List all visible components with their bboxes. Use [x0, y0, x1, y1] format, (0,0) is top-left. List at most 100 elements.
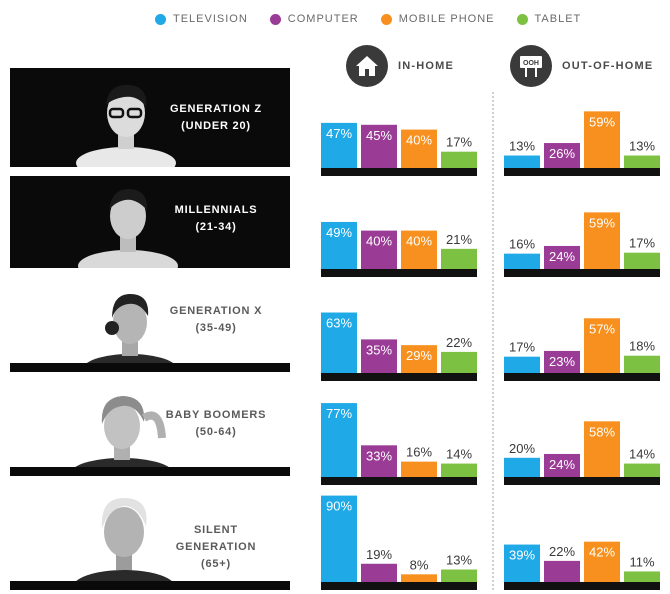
bar-value-label: 13% — [446, 553, 472, 568]
bar-value-label: 49% — [326, 225, 352, 240]
bar-value-label: 22% — [446, 335, 472, 350]
bar-value-label: 24% — [549, 249, 575, 264]
generation-range: (35-49) — [195, 322, 237, 334]
group-baseline — [504, 269, 660, 277]
legend-item-television: TELEVISION — [155, 13, 248, 25]
legend-label: TABLET — [534, 13, 582, 25]
legend-item-tablet: TABLET — [516, 13, 582, 25]
bar — [361, 124, 397, 168]
generation-range: (50-64) — [195, 426, 237, 438]
bar-value-label: 90% — [326, 499, 352, 514]
bar-value-label: 47% — [326, 126, 352, 141]
bar-value-label: 59% — [589, 215, 615, 230]
bar-value-label: 23% — [549, 354, 575, 369]
in-home-header: IN-HOME — [346, 42, 454, 90]
bar — [361, 563, 397, 582]
bar-value-label: 45% — [366, 128, 392, 143]
generation-label: SILENT GENERATION (65+) — [152, 522, 280, 573]
panel-baseline — [10, 363, 290, 372]
bar-value-label: 57% — [589, 321, 615, 336]
bar — [624, 571, 660, 582]
generation-range: (65+) — [201, 558, 231, 570]
in-home-label: IN-HOME — [398, 60, 455, 72]
group-baseline — [321, 269, 477, 277]
generation-panel-silent-generation: SILENT GENERATION (65+) — [10, 484, 290, 590]
bar — [441, 351, 477, 373]
legend-swatch-mobile-phone — [380, 13, 392, 25]
legend: TELEVISION COMPUTER MOBILE PHONE TABLET — [155, 9, 580, 29]
bar-value-label: 58% — [589, 424, 615, 439]
bar — [504, 155, 540, 168]
bar — [321, 403, 357, 477]
bar — [401, 129, 437, 168]
bar-value-label: 24% — [549, 457, 575, 472]
bar-value-label: 40% — [406, 133, 432, 148]
bar — [441, 248, 477, 269]
bar-value-label: 29% — [406, 348, 432, 363]
legend-label: COMPUTER — [287, 13, 359, 25]
out-of-home-label: OUT-OF-HOME — [562, 60, 654, 72]
bar — [584, 318, 620, 373]
bar-value-label: 17% — [446, 135, 472, 150]
bar — [624, 463, 660, 477]
group-baseline — [321, 477, 477, 485]
bar — [441, 151, 477, 168]
bar — [584, 421, 620, 477]
generation-name: BABY BOOMERS — [165, 409, 267, 421]
bar — [544, 245, 580, 269]
group-baseline — [321, 373, 477, 381]
legend-label: TELEVISION — [173, 13, 248, 25]
group-baseline — [321, 168, 477, 176]
portrait-image — [78, 188, 178, 268]
bar — [361, 445, 397, 477]
bar — [361, 230, 397, 269]
bar-value-label: 59% — [589, 114, 615, 129]
bar-value-label: 14% — [446, 447, 472, 462]
bar — [504, 544, 540, 582]
legend-swatch-tablet — [516, 13, 528, 25]
bar — [624, 155, 660, 168]
generation-name: GENERATION X — [169, 305, 263, 317]
bar-value-label: 17% — [629, 236, 655, 251]
bar-value-label: 8% — [410, 557, 429, 572]
bar-value-label: 77% — [326, 406, 352, 421]
bar-value-label: 14% — [629, 447, 655, 462]
bar — [401, 574, 437, 582]
bar — [321, 312, 357, 373]
out-of-home-header: OOH OUT-OF-HOME — [510, 42, 653, 90]
legend-item-computer: COMPUTER — [269, 13, 359, 25]
bar — [504, 253, 540, 269]
generation-name: MILLENNIALS — [174, 204, 258, 216]
column-divider — [492, 92, 494, 590]
portrait-image — [76, 84, 176, 167]
bar — [584, 111, 620, 168]
bar-value-label: 63% — [326, 316, 352, 331]
generation-panel-gen-x: GENERATION X (35-49) — [10, 277, 290, 372]
group-baseline — [504, 168, 660, 176]
bar-value-label: 18% — [629, 339, 655, 354]
bar-value-label: 39% — [509, 548, 535, 563]
bar — [361, 339, 397, 373]
bar — [584, 541, 620, 582]
bar-value-label: 35% — [366, 342, 392, 357]
bar — [321, 495, 357, 582]
bar — [401, 230, 437, 269]
bar — [441, 463, 477, 477]
bar-value-label: 13% — [629, 139, 655, 154]
bar-value-label: 26% — [549, 146, 575, 161]
house-icon — [346, 45, 388, 87]
generation-label: BABY BOOMERS (50-64) — [152, 407, 280, 441]
group-baseline — [504, 582, 660, 590]
generation-label: MILLENNIALS (21-34) — [152, 202, 280, 236]
bar-value-label: 20% — [509, 441, 535, 456]
generation-label: GENERATION Z (UNDER 20) — [152, 101, 280, 135]
generation-range: (21-34) — [195, 221, 237, 233]
panel-baseline — [10, 467, 290, 476]
bar-value-label: 16% — [406, 445, 432, 460]
bar — [544, 350, 580, 373]
bar — [401, 461, 437, 477]
legend-item-mobile-phone: MOBILE PHONE — [380, 13, 495, 25]
group-baseline — [504, 477, 660, 485]
bar-value-label: 21% — [446, 232, 472, 247]
